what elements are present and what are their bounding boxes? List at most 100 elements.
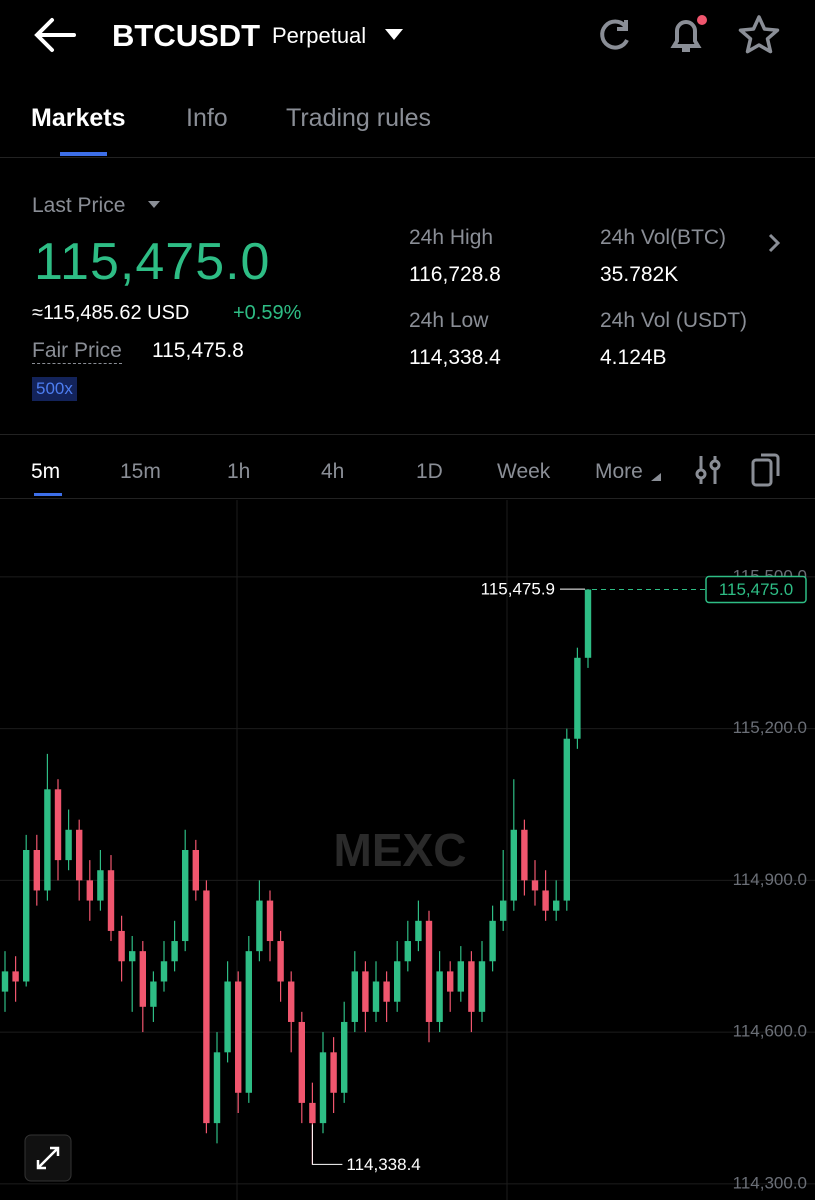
candle-body	[224, 981, 231, 1053]
min-marker-label: 114,338.4	[346, 1155, 420, 1174]
candle-body	[54, 789, 62, 861]
y-tick-label: 114,300.0	[733, 1173, 807, 1192]
candle-body	[330, 1052, 337, 1093]
stat-label: 24h Vol(BTC)	[600, 226, 727, 249]
candle-body	[404, 941, 411, 962]
alert-icon[interactable]	[664, 12, 710, 56]
candle-body	[76, 829, 83, 881]
tab-indicator	[60, 152, 107, 156]
symbol[interactable]: BTCUSDT	[112, 18, 261, 53]
candle-body	[203, 890, 210, 1124]
candle-body	[192, 850, 199, 891]
last-price-label[interactable]: Last Price	[32, 194, 126, 217]
candle-body	[425, 920, 433, 1022]
stat-label: 24h Low	[409, 309, 489, 332]
candle-body	[266, 900, 274, 942]
candle-body	[510, 829, 517, 901]
candle-body	[531, 880, 539, 891]
last-price: 115,475.0	[34, 233, 271, 291]
candle-body	[394, 961, 401, 1002]
candle-body	[65, 829, 72, 861]
candle-body	[584, 589, 592, 658]
stat-value: 4.124B	[600, 346, 667, 369]
max-marker-label: 115,475.9	[481, 580, 555, 599]
candle-body	[319, 1052, 327, 1124]
interval-indicator	[34, 493, 62, 496]
indicator-icon[interactable]	[694, 454, 722, 486]
candle-body	[351, 971, 358, 1022]
dropdown-icon	[651, 473, 661, 481]
contract-type[interactable]: Perpetual	[272, 23, 367, 48]
interval[interactable]: 15m	[120, 460, 161, 483]
interval[interactable]: 4h	[321, 460, 345, 483]
interval[interactable]: 5m	[31, 460, 61, 483]
tab[interactable]: Markets	[31, 104, 126, 132]
candle-body	[457, 961, 464, 992]
interval[interactable]: 1h	[227, 460, 251, 483]
candle-body	[86, 880, 93, 901]
tab[interactable]: Info	[186, 104, 228, 132]
dropdown-icon	[385, 29, 403, 40]
dropdown-icon	[148, 201, 160, 208]
candle-body	[213, 1052, 221, 1124]
fullscreen-button[interactable]	[24, 1134, 72, 1182]
tab[interactable]: Trading rules	[286, 104, 431, 132]
candle-body	[383, 981, 390, 1002]
price-change: +0.59%	[233, 302, 302, 324]
stat-value: 114,338.4	[409, 346, 501, 369]
candle-body	[500, 900, 507, 921]
candle-body	[298, 1021, 305, 1103]
candle-body	[309, 1102, 316, 1124]
candle-body	[489, 920, 496, 962]
candle-body	[447, 971, 454, 992]
divider	[0, 434, 815, 435]
fair-price: 115,475.8	[152, 339, 244, 362]
candle-body	[553, 900, 560, 911]
last-price-label: 115,475.0	[719, 580, 793, 599]
candle-body	[256, 900, 263, 952]
candle-body	[107, 870, 115, 931]
y-tick-label: 114,600.0	[733, 1022, 807, 1041]
stat-value: 35.782K	[600, 263, 679, 286]
interval[interactable]: More	[595, 460, 643, 483]
interval[interactable]: 1D	[416, 460, 443, 483]
divider	[0, 157, 815, 158]
candle-body	[139, 951, 146, 1007]
candle-body	[12, 971, 19, 982]
layout-icon[interactable]	[750, 452, 782, 488]
candle-body	[245, 951, 252, 1093]
y-tick-label: 115,200.0	[733, 718, 807, 737]
candle-body	[563, 738, 570, 901]
candle-body	[235, 981, 242, 1093]
candle-body	[118, 930, 125, 962]
more-arrow[interactable]	[766, 232, 784, 254]
stat-value: 116,728.8	[409, 263, 501, 286]
candle-body	[362, 971, 369, 1012]
candle-body	[521, 829, 528, 881]
candle-body	[574, 657, 581, 739]
candle-body	[372, 981, 380, 1012]
candle-body	[160, 961, 168, 982]
divider	[0, 498, 815, 499]
candle-body	[415, 920, 422, 942]
candle-body	[542, 890, 549, 911]
last-price-tag	[705, 575, 807, 604]
refresh-icon[interactable]	[596, 14, 638, 56]
candle-body	[436, 971, 443, 1022]
candle-body	[171, 941, 178, 962]
min-marker-line	[311, 1124, 343, 1165]
back-button[interactable]	[30, 14, 80, 58]
stat-label: 24h Vol (USDT)	[600, 309, 748, 332]
watermark: MEXC	[334, 824, 467, 876]
leverage-badge: 500x	[32, 377, 77, 401]
candle-body	[341, 1021, 348, 1093]
interval[interactable]: Week	[497, 460, 551, 483]
candle-body	[1, 971, 9, 992]
candle-body	[478, 961, 486, 1012]
favorite-icon[interactable]	[738, 14, 782, 56]
stat-label: 24h High	[409, 226, 494, 249]
candle-body	[182, 850, 189, 942]
fair-price-label[interactable]: Fair Price	[32, 339, 122, 364]
